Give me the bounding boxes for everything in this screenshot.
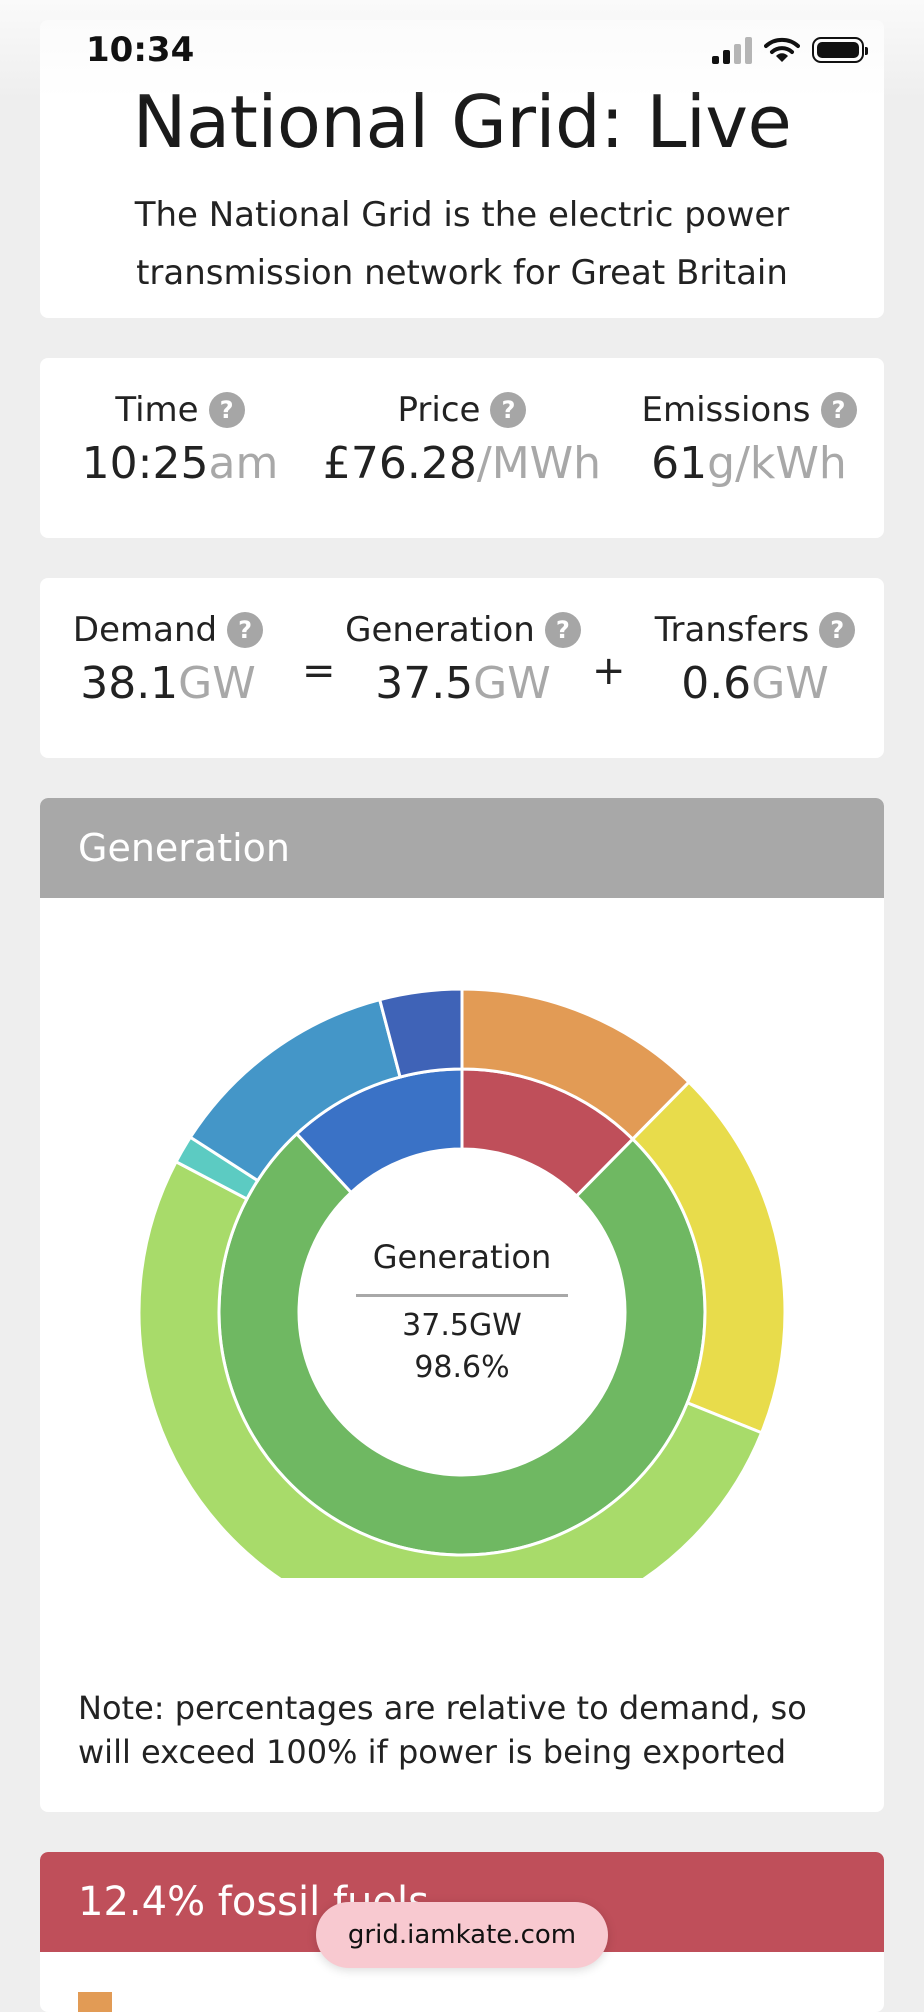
price-unit: /MWh	[476, 438, 602, 489]
battery-icon	[812, 37, 868, 63]
demand-unit: GW	[178, 658, 256, 709]
generation-stat: Generation? 37.5GW	[336, 610, 590, 709]
transfers-unit: GW	[751, 658, 829, 709]
demand-help-icon[interactable]: ?	[227, 612, 264, 648]
demand-value: 38.1	[80, 658, 179, 709]
price-label: Price	[397, 390, 481, 430]
summary-card: Time? 10:25am Price? £76.28/MWh Emission…	[40, 358, 884, 538]
status-bar: 10:34	[0, 0, 924, 100]
balance-card: Demand? 38.1GW = Generation? 37.5GW + Tr…	[40, 578, 884, 758]
transfers-label: Transfers	[654, 610, 810, 650]
transfers-stat: Transfers? 0.6GW	[636, 610, 874, 709]
time-help-icon[interactable]: ?	[208, 392, 245, 428]
status-icons	[712, 36, 868, 64]
generation-donut-chart	[137, 987, 787, 1578]
emissions-help-icon[interactable]: ?	[820, 392, 857, 428]
url-bar[interactable]: grid.iamkate.com	[316, 1902, 608, 1968]
generation-panel: Generation Generation 37.5GW 98.6% Note:…	[40, 798, 884, 1812]
plus-sign: +	[592, 648, 626, 694]
emissions-label: Emissions	[641, 390, 811, 430]
emissions-stat: Emissions? 61g/kWh	[624, 390, 874, 489]
price-value: £76.28	[322, 438, 477, 489]
price-help-icon[interactable]: ?	[490, 392, 527, 428]
transfers-help-icon[interactable]: ?	[819, 612, 856, 648]
outer-ring-slice-2[interactable]	[137, 1159, 764, 1578]
donut-center: Generation 37.5GW 98.6%	[40, 898, 884, 1578]
generation-label: Generation	[345, 610, 535, 650]
time-value: 10:25	[81, 438, 209, 489]
gas-swatch	[78, 1992, 112, 2012]
donut-center-title: Generation	[372, 1238, 552, 1276]
generation-panel-header[interactable]: Generation	[40, 798, 884, 898]
transfers-value: 0.6	[681, 658, 752, 709]
emissions-value: 61	[651, 438, 708, 489]
generation-unit: GW	[473, 658, 551, 709]
equals-sign: =	[302, 648, 336, 694]
cellular-signal-icon	[712, 36, 752, 64]
demand-stat: Demand? 38.1GW	[60, 610, 276, 709]
time-stat: Time? 10:25am	[60, 390, 300, 489]
wifi-icon	[764, 37, 800, 62]
status-time: 10:34	[86, 30, 195, 70]
donut-center-percent: 98.6%	[414, 1350, 510, 1385]
time-label: Time	[115, 390, 199, 430]
generation-note: Note: percentages are relative to demand…	[78, 1689, 807, 1771]
generation-value: 37.5	[375, 658, 474, 709]
donut-center-divider	[356, 1294, 568, 1297]
price-stat: Price? £76.28/MWh	[302, 390, 622, 489]
outer-ring-slice-5[interactable]	[377, 987, 464, 1079]
demand-label: Demand	[72, 610, 218, 650]
time-unit: am	[208, 438, 279, 489]
donut-center-value: 37.5GW	[402, 1308, 522, 1343]
generation-help-icon[interactable]: ?	[544, 612, 581, 648]
page-subtitle: The National Grid is the electric power …	[134, 195, 790, 293]
emissions-unit: g/kWh	[707, 438, 847, 489]
